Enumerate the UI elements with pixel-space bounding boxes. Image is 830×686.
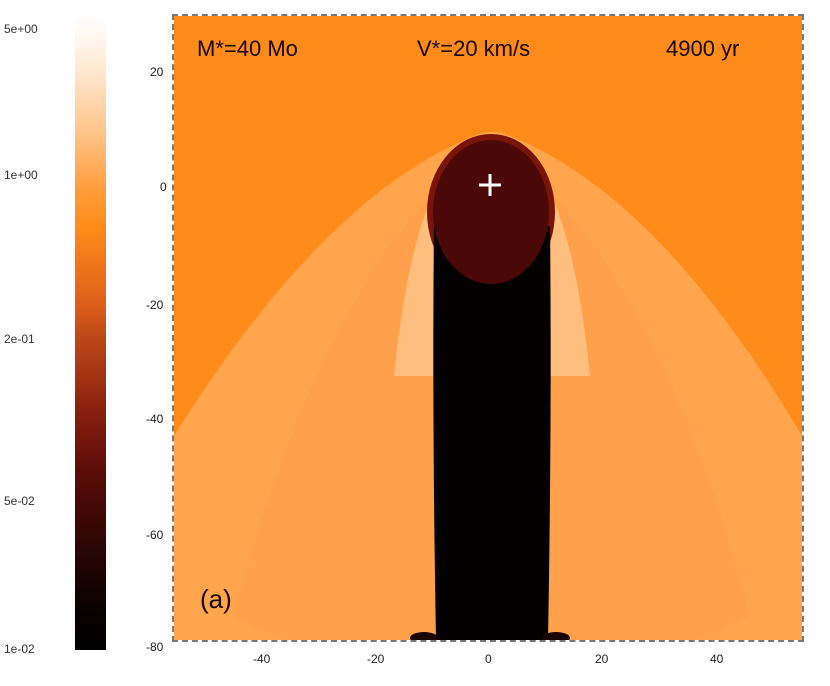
- wind-bubble: [433, 140, 549, 284]
- wake-blob-left: [410, 632, 438, 640]
- x-tick-40: 40: [710, 652, 724, 666]
- y-tick-m60: -60: [146, 528, 164, 542]
- y-tick-m40: -40: [146, 412, 164, 426]
- colorbar: [75, 18, 106, 650]
- elapsed-time-label: 4900 yr: [666, 36, 740, 61]
- colorbar-label-top: 5e+00: [4, 22, 38, 36]
- colorbar-label-1: 1e+00: [4, 168, 38, 182]
- x-tick-m20: -20: [367, 652, 385, 666]
- y-tick-m80: -80: [146, 640, 164, 654]
- x-tick-20: 20: [595, 652, 609, 666]
- y-tick-20: 20: [150, 65, 164, 79]
- star-marker: [479, 174, 501, 196]
- density-image: [174, 16, 802, 640]
- y-tick-m20: -20: [146, 298, 164, 312]
- density-map: [172, 14, 804, 642]
- x-tick-m40: -40: [253, 652, 271, 666]
- panel-label: (a): [200, 584, 232, 614]
- colorbar-label-2: 2e-01: [4, 332, 35, 346]
- x-tick-0: 0: [485, 652, 492, 666]
- colorbar-label-3: 5e-02: [4, 494, 35, 508]
- wake-region: [433, 226, 551, 640]
- wake-blob-right: [542, 632, 570, 640]
- stellar-velocity-label: V*=20 km/s: [417, 36, 531, 61]
- stellar-mass-label: M*=40 Mo: [197, 36, 298, 61]
- colorbar-label-bottom: 1e-02: [4, 642, 35, 656]
- y-tick-0: 0: [160, 180, 167, 194]
